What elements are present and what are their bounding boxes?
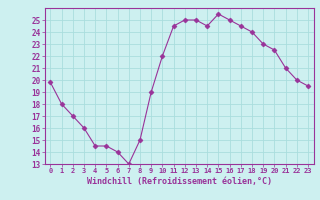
X-axis label: Windchill (Refroidissement éolien,°C): Windchill (Refroidissement éolien,°C) — [87, 177, 272, 186]
